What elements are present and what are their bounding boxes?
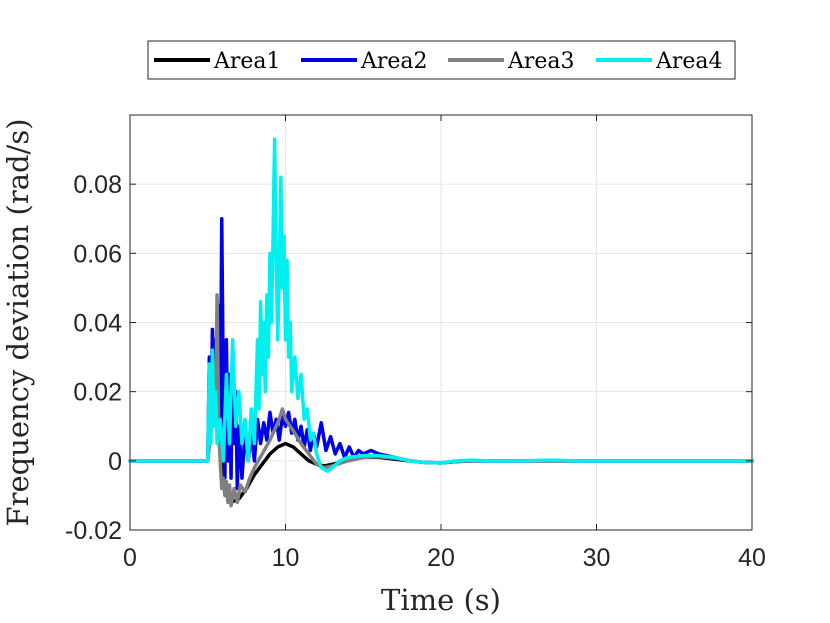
y-tick-label: -0.02 xyxy=(65,517,122,545)
x-tick-label: 40 xyxy=(738,544,766,572)
x-tick-label: 0 xyxy=(123,544,137,572)
y-tick-label: 0.04 xyxy=(73,310,122,338)
legend: Area1 Area2 Area3 Area4 xyxy=(147,40,736,80)
series-line-area4 xyxy=(128,137,754,473)
legend-label-area2: Area2 xyxy=(360,49,428,74)
series-line-area2 xyxy=(128,217,754,491)
y-axis-title: Frequency deviation (rad/s) xyxy=(1,118,35,526)
x-tick-label: 30 xyxy=(583,544,611,572)
series-lines xyxy=(128,137,754,508)
grid-lines xyxy=(130,115,752,530)
legend-label-area4: Area4 xyxy=(655,49,723,74)
x-axis-title: Time (s) xyxy=(381,583,501,617)
y-tick-label: 0 xyxy=(108,448,122,476)
x-tick-label: 10 xyxy=(272,544,300,572)
legend-label-area3: Area3 xyxy=(507,49,575,74)
x-tick-label: 20 xyxy=(427,544,455,572)
y-tick-label: 0.08 xyxy=(73,171,122,199)
legend-label-area1: Area1 xyxy=(213,49,281,74)
y-tick-label: 0.02 xyxy=(73,379,122,407)
y-tick-label: 0.06 xyxy=(73,240,122,268)
